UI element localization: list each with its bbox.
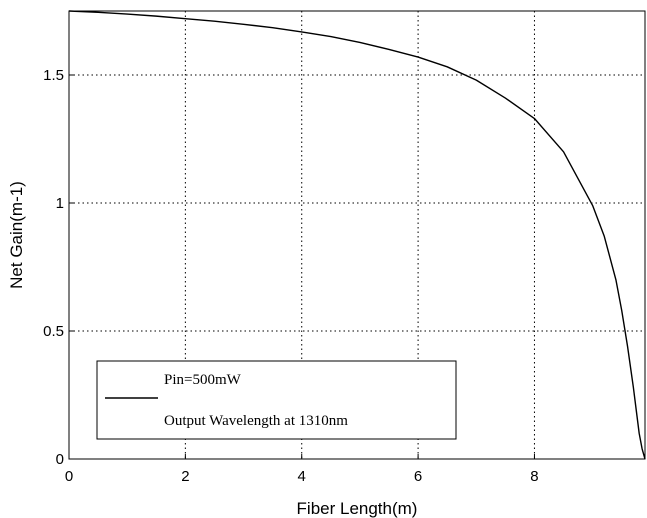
y-axis-label: Net Gain(m-1) xyxy=(7,181,26,289)
legend-entry-pin: Pin=500mW xyxy=(164,372,242,388)
y-tick-label-0: 0 xyxy=(56,451,64,468)
y-tick-label-1: 0.5 xyxy=(43,323,64,340)
x-tick-label-0: 0 xyxy=(65,468,73,485)
labels: Fiber Length(m) Net Gain(m-1) xyxy=(7,181,417,518)
legend-entry-wavelength: Output Wavelength at 1310nm xyxy=(164,413,348,429)
x-axis-label: Fiber Length(m) xyxy=(297,499,418,518)
grid xyxy=(69,11,645,459)
y-tick-label-3: 1.5 xyxy=(43,67,64,84)
y-tick-label-2: 1 xyxy=(56,195,64,212)
x-tick-label-1: 2 xyxy=(181,468,189,485)
legend: Pin=500mW Output Wavelength at 1310nm xyxy=(96,360,457,440)
series-line-0 xyxy=(68,10,646,460)
series-group xyxy=(68,10,646,460)
plot-frame xyxy=(68,10,646,460)
x-tick-label-3: 6 xyxy=(414,468,422,485)
axes: 0 2 4 6 8 0 0.5 1 1.5 xyxy=(43,10,646,485)
x-tick-label-4: 8 xyxy=(530,468,538,485)
legend-box xyxy=(96,360,457,440)
x-tick-label-2: 4 xyxy=(298,468,306,485)
